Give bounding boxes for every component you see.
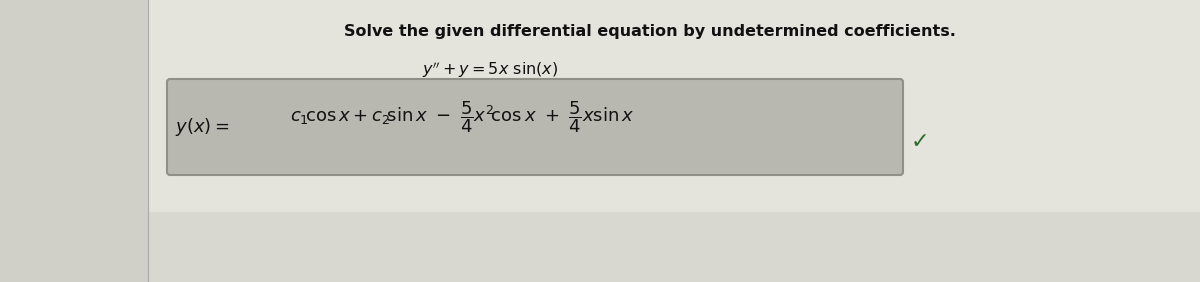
Bar	[0, 0, 148, 282]
Text: $y(x) =$: $y(x) =$	[175, 116, 229, 138]
Text: Solve the given differential equation by undetermined coefficients.: Solve the given differential equation by…	[344, 24, 956, 39]
Text: $c_1\!\cos x + c_2\!\sin x\ -\ \dfrac{5}{4}x^2\!\cos x\ +\ \dfrac{5}{4}x\sin x$: $c_1\!\cos x + c_2\!\sin x\ -\ \dfrac{5}…	[290, 99, 635, 135]
Text: $y'' + y = 5x\ \sin(x)$: $y'' + y = 5x\ \sin(x)$	[422, 60, 558, 80]
Bar	[148, 212, 1200, 282]
FancyBboxPatch shape	[167, 79, 904, 175]
Bar	[148, 0, 1200, 282]
Text: ✓: ✓	[911, 132, 929, 152]
